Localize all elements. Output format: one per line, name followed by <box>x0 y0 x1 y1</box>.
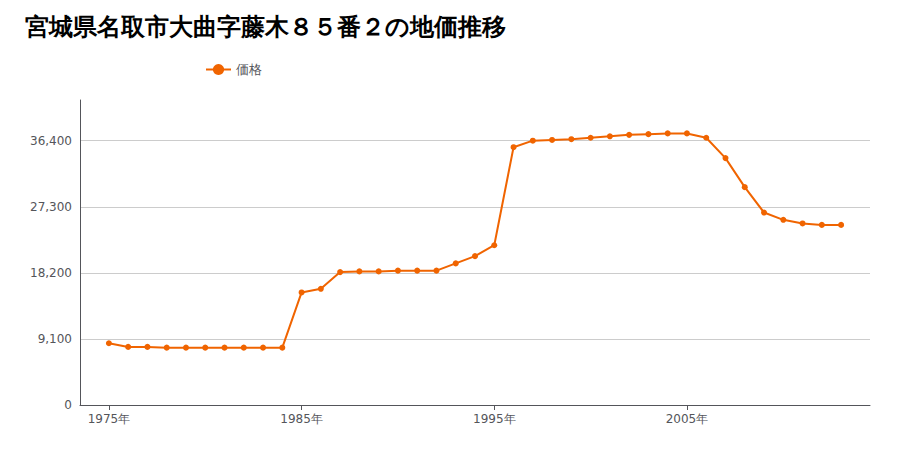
svg-text:1985年: 1985年 <box>280 412 323 426</box>
svg-text:価格: 価格 <box>236 62 262 77</box>
svg-text:2005年: 2005年 <box>666 412 709 426</box>
svg-text:宮城県名取市大曲字藤木８５番２の地価推移: 宮城県名取市大曲字藤木８５番２の地価推移 <box>25 13 506 41</box>
svg-text:36,400: 36,400 <box>30 134 72 148</box>
svg-text:27,300: 27,300 <box>30 200 72 214</box>
svg-text:9,100: 9,100 <box>38 332 72 346</box>
svg-text:1975年: 1975年 <box>88 412 131 426</box>
svg-text:0: 0 <box>64 398 72 412</box>
svg-text:1995年: 1995年 <box>473 412 516 426</box>
svg-text:18,200: 18,200 <box>30 266 72 280</box>
